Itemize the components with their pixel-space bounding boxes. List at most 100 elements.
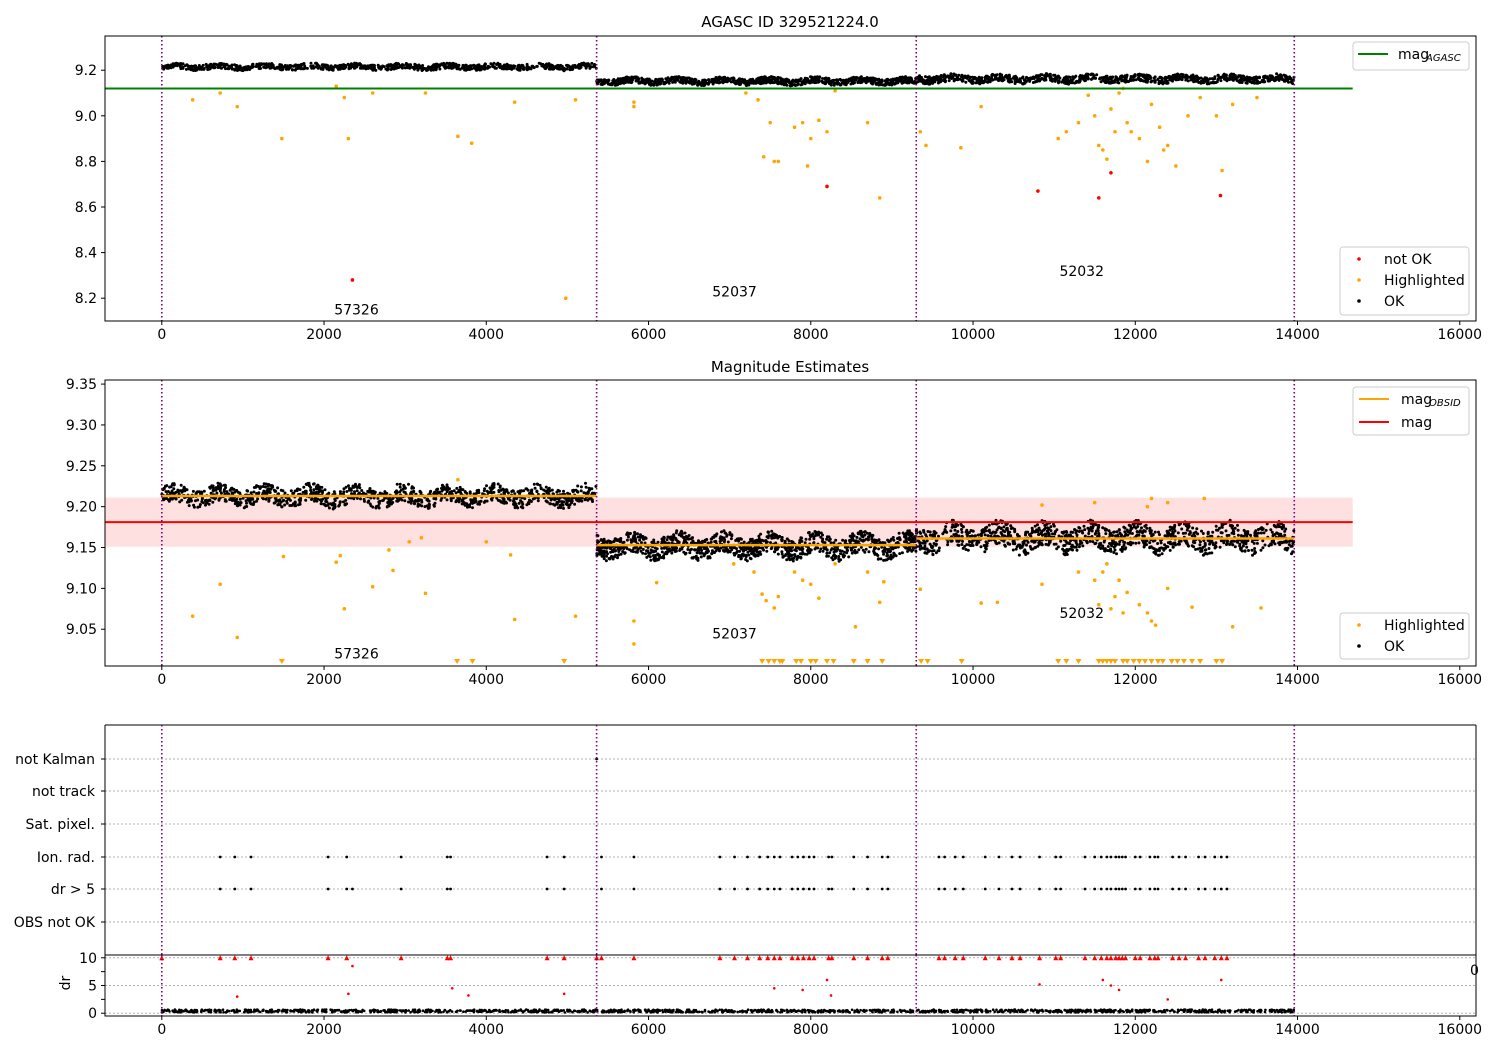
ok-point [355, 65, 359, 69]
x-tick-label: 12000 [1113, 327, 1158, 343]
ok-point [947, 79, 951, 83]
ok-point [238, 503, 242, 507]
ok-point [1275, 72, 1279, 76]
ok-point [764, 79, 768, 83]
ok-point [1250, 81, 1254, 85]
ok-point [866, 538, 870, 542]
ok-point [890, 82, 894, 86]
ok-point [270, 484, 274, 488]
ok-point [1063, 81, 1067, 85]
ok-point [790, 540, 794, 543]
ok-point [854, 77, 858, 81]
ok-point [825, 551, 829, 555]
ok-point [501, 501, 505, 505]
panel-title: AGASC ID 329521224.0 [701, 13, 879, 31]
ok-point [894, 82, 897, 86]
ok-point [305, 66, 309, 70]
ok-point [268, 66, 272, 70]
ok-point [495, 496, 499, 500]
ok-point [654, 557, 658, 561]
y-tick-label: 9.2 [75, 63, 97, 79]
ok-point [378, 491, 382, 495]
ok-point [755, 80, 759, 84]
panel-title: Magnitude Estimates [711, 358, 869, 376]
ok-point [310, 497, 314, 501]
ok-point [730, 534, 734, 538]
ok-point [852, 75, 856, 79]
ok-point [814, 530, 818, 534]
ok-point [342, 487, 346, 491]
ok-point [1203, 76, 1207, 80]
highlighted-point [772, 159, 777, 164]
ok-point [1206, 78, 1210, 82]
ok-point [292, 491, 296, 495]
ok-point [735, 537, 739, 541]
ok-point [715, 79, 719, 83]
ok-point [1191, 77, 1195, 81]
ok-point [928, 82, 932, 86]
ok-point [799, 536, 803, 540]
ok-point [845, 80, 848, 84]
legend-label: Highlighted [1384, 273, 1465, 289]
ok-point [556, 488, 560, 492]
ok-point [403, 499, 407, 503]
ok-point [653, 546, 657, 550]
ok-point [486, 64, 490, 68]
ok-point [295, 487, 299, 491]
ok-point [520, 63, 524, 67]
ok-point [595, 81, 599, 84]
ok-point [957, 73, 961, 77]
ok-point [1006, 77, 1010, 81]
ok-point [884, 81, 888, 85]
ok-point [812, 537, 816, 541]
ok-point [238, 497, 242, 501]
ok-point [744, 558, 748, 561]
ok-point [274, 496, 278, 500]
ok-point [316, 66, 320, 70]
ok-point [844, 539, 848, 543]
ok-point [915, 76, 919, 80]
ok-point [637, 77, 641, 81]
ok-point [540, 64, 544, 68]
ok-point [499, 500, 503, 503]
ok-point [222, 490, 226, 493]
ok-point [726, 76, 730, 80]
ok-point [910, 78, 914, 81]
ok-point [823, 81, 827, 85]
ok-point [785, 83, 789, 87]
ok-point [194, 499, 197, 503]
ok-point [261, 485, 265, 488]
ok-point [565, 497, 569, 501]
ok-point [728, 531, 732, 535]
ok-point [655, 82, 658, 86]
ok-point [1143, 76, 1147, 80]
ok-point [546, 491, 550, 495]
ok-point [288, 504, 292, 507]
ok-point [490, 491, 494, 495]
ok-point [168, 65, 172, 69]
ok-point [885, 547, 889, 551]
ok-point [907, 532, 911, 536]
ok-point [185, 488, 189, 492]
ok-point [496, 482, 500, 486]
ok-point [224, 486, 228, 490]
ok-point [1048, 76, 1052, 80]
ok-point [641, 551, 645, 555]
ok-point [529, 67, 533, 71]
ok-point [674, 78, 678, 81]
ok-point [491, 487, 494, 491]
ok-point [359, 497, 362, 501]
ok-point [345, 490, 349, 493]
ok-point [407, 500, 410, 504]
ok-point [850, 536, 854, 540]
ok-point [660, 550, 664, 554]
ok-point [526, 501, 530, 505]
ok-point [471, 64, 475, 67]
ok-point [517, 68, 521, 72]
ok-point [557, 64, 561, 68]
ok-point [507, 497, 510, 501]
ok-point [1247, 78, 1251, 82]
ok-point [549, 67, 553, 71]
ok-point [738, 549, 741, 553]
ok-point [496, 61, 500, 65]
